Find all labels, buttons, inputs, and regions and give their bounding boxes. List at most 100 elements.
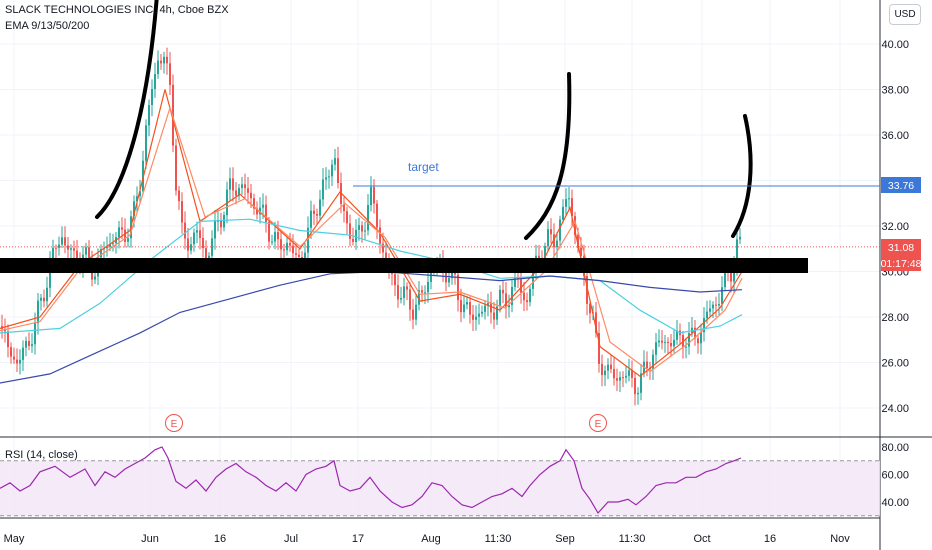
candle-body — [121, 227, 123, 230]
candle-body — [565, 199, 567, 207]
candle-body — [196, 230, 198, 233]
candle-body — [367, 205, 369, 231]
candle-body — [127, 238, 129, 242]
candle-body — [523, 292, 525, 301]
earnings-marker — [589, 414, 607, 432]
ema-line — [0, 270, 743, 384]
candle-body — [244, 184, 246, 189]
candle-body — [175, 145, 177, 191]
candle-body — [517, 276, 519, 280]
candle-body — [637, 392, 639, 395]
drawn-annotations — [95, 0, 753, 240]
candle-body — [355, 229, 357, 242]
candle-body — [76, 250, 78, 264]
candle-body — [118, 227, 120, 238]
candle-body — [625, 375, 627, 378]
candle-body — [268, 221, 270, 242]
candle-body — [298, 254, 300, 257]
candle-body — [211, 238, 213, 256]
time-tick-label: 11:30 — [485, 533, 512, 545]
countdown-badge: 01:17:48 — [881, 258, 922, 270]
candle-body — [394, 274, 396, 286]
ema-indicator-label[interactable]: EMA 9/13/50/200 — [5, 20, 90, 32]
candle-body — [421, 290, 423, 293]
candle-body — [730, 272, 732, 282]
candle-body — [328, 176, 330, 178]
candle-body — [31, 344, 33, 346]
candle-body — [112, 243, 114, 245]
candle-body — [364, 230, 366, 232]
candle-body — [529, 288, 531, 303]
candle-body — [106, 246, 108, 249]
candle-body — [43, 297, 45, 302]
ema-line — [0, 105, 743, 373]
candle-body — [475, 316, 477, 320]
candle-body — [157, 60, 159, 75]
candle-body — [379, 227, 381, 244]
candle-body — [640, 373, 642, 393]
candle-body — [562, 206, 564, 220]
candle-body — [148, 105, 150, 126]
candle-body — [667, 341, 669, 344]
candle-body — [721, 287, 723, 304]
candle-body — [706, 311, 708, 319]
earnings-marker — [165, 414, 183, 432]
candle-body — [418, 290, 420, 305]
candle-body — [466, 301, 468, 305]
candle-body — [469, 301, 471, 315]
candle-body — [580, 247, 582, 257]
candle-body — [397, 285, 399, 300]
candle-body — [358, 225, 360, 230]
candle-body — [739, 236, 741, 240]
ema-line — [0, 89, 743, 377]
candle-body — [559, 219, 561, 241]
candle-body — [346, 211, 348, 224]
candle-body — [232, 178, 234, 191]
candle-body — [658, 340, 660, 343]
price-tick-label: 26.00 — [881, 358, 909, 370]
candle-body — [310, 210, 312, 228]
candle-body — [184, 222, 186, 239]
candle-body — [307, 227, 309, 253]
candle-body — [52, 247, 54, 263]
time-tick-label: 17 — [352, 533, 364, 545]
candle-body — [370, 186, 372, 206]
candle-body — [160, 60, 162, 64]
candle-body — [64, 237, 66, 246]
target-price-badge-bg — [881, 177, 921, 193]
candle-body — [487, 302, 489, 306]
candle-body — [514, 276, 516, 287]
currency-button[interactable]: USD — [889, 4, 921, 25]
candle-body — [595, 312, 597, 333]
last-price-badge-bg — [881, 239, 921, 255]
candle-body — [7, 331, 9, 348]
candle-body — [352, 238, 354, 242]
candle-body — [145, 125, 147, 161]
candle-body — [613, 369, 615, 379]
time-tick-label: Aug — [421, 533, 441, 545]
candle-body — [313, 210, 315, 215]
candle-body — [634, 377, 636, 395]
candle-body — [181, 201, 183, 223]
candle-body — [688, 333, 690, 347]
drawn-curve-1 — [95, 0, 159, 219]
candle-body — [334, 158, 336, 165]
candle-body — [100, 249, 102, 258]
candle-body — [598, 332, 600, 364]
earnings-marker-label: E — [171, 419, 178, 430]
candle-body — [670, 343, 672, 347]
candle-body — [190, 244, 192, 251]
symbol-title[interactable]: SLACK TECHNOLOGIES INC, 4h, Cboe BZX — [5, 4, 229, 16]
candle-body — [415, 304, 417, 320]
candle-body — [694, 327, 696, 339]
candle-body — [538, 255, 540, 259]
time-tick-label: 11:30 — [619, 533, 646, 545]
drawn-curve-2 — [524, 72, 572, 240]
candle-body — [448, 278, 450, 283]
candle-body — [664, 341, 666, 343]
candle-body — [343, 204, 345, 212]
rsi-tick-label: 80.00 — [881, 442, 909, 454]
time-tick-label: Nov — [830, 533, 850, 545]
candle-body — [544, 246, 546, 263]
